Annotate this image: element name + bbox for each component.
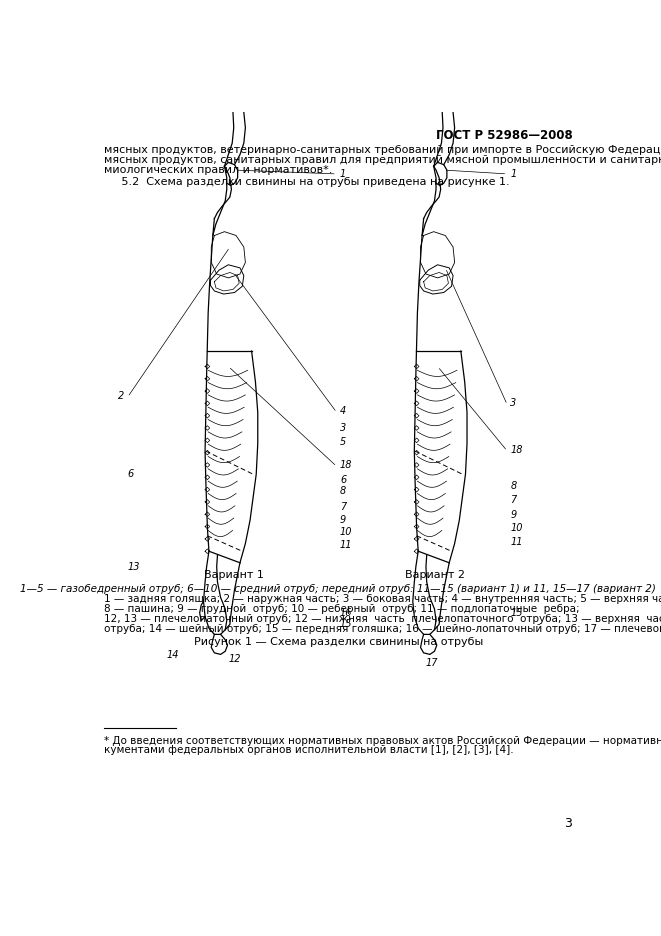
Text: 5: 5: [340, 437, 346, 446]
Text: 18: 18: [340, 460, 352, 470]
Text: 3: 3: [340, 423, 346, 433]
Text: 4: 4: [340, 406, 346, 417]
Text: 3: 3: [510, 399, 517, 408]
Text: 14: 14: [167, 651, 179, 660]
Text: 1—5 — газобедренный отруб; 6—10 — средний отруб; передний отруб: 11—15 (вариант : 1—5 — газобедренный отруб; 6—10 — средни…: [20, 583, 656, 593]
Text: 3: 3: [564, 817, 572, 830]
Text: 2: 2: [118, 390, 124, 401]
Text: 5.2  Схема разделки свинины на отрубы приведена на рисунке 1.: 5.2 Схема разделки свинины на отрубы при…: [104, 177, 510, 187]
Text: 1: 1: [340, 168, 346, 179]
Text: 9: 9: [340, 516, 346, 525]
Text: миологических правил и нормативов*.: миологических правил и нормативов*.: [104, 165, 332, 175]
Text: Рисунок 1 — Схема разделки свинины на отрубы: Рисунок 1 — Схема разделки свинины на от…: [194, 637, 483, 648]
Text: отруба; 14 — шейный отруб; 15 — передняя голяшка; 16 — шейно-лопаточный отруб; 1: отруба; 14 — шейный отруб; 15 — передняя…: [104, 623, 661, 634]
Text: мясных продуктов, ветеринарно-санитарных требований при импорте в Российскую Фед: мясных продуктов, ветеринарно-санитарных…: [104, 145, 661, 154]
Text: 10: 10: [510, 523, 523, 534]
Text: 1: 1: [510, 168, 517, 179]
Text: 9: 9: [510, 510, 517, 520]
Text: 13: 13: [128, 562, 140, 572]
Text: 12, 13 — плечелопаточный отруб; 12 — нижняя  часть  плечелопаточного  отруба; 13: 12, 13 — плечелопаточный отруб; 12 — ниж…: [104, 614, 661, 623]
Text: 17: 17: [426, 658, 438, 668]
Text: 6: 6: [128, 469, 134, 479]
Text: 8: 8: [510, 481, 517, 490]
Text: ГОСТ Р 52986—2008: ГОСТ Р 52986—2008: [436, 129, 572, 142]
Text: Вариант 1: Вариант 1: [204, 570, 264, 580]
Text: 10: 10: [340, 527, 352, 537]
Text: 15: 15: [510, 607, 523, 618]
Text: 1 — задняя голяшка; 2 — наружная часть; 3 — боковая часть; 4 — внутренняя часть;: 1 — задняя голяшка; 2 — наружная часть; …: [104, 593, 661, 604]
Text: 7: 7: [510, 494, 517, 505]
Text: 18: 18: [510, 445, 523, 455]
Text: 8 — пашина; 9 — грудной  отруб; 10 — реберный  отруб; 11 — подлопаточные  ребра;: 8 — пашина; 9 — грудной отруб; 10 — ребе…: [104, 604, 580, 614]
Text: 15: 15: [340, 620, 352, 629]
Text: кументами федеральных органов исполнительной власти [1], [2], [3], [4].: кументами федеральных органов исполнител…: [104, 745, 514, 755]
Text: 12: 12: [228, 654, 241, 664]
Text: 6: 6: [340, 475, 346, 486]
Text: 7: 7: [340, 503, 346, 512]
Text: 11: 11: [340, 540, 352, 550]
Text: * До введения соответствующих нормативных правовых актов Российской Федерации — : * До введения соответствующих нормативны…: [104, 736, 661, 746]
Text: мясных продуктов, санитарных правил для предприятий мясной промышленности и сани: мясных продуктов, санитарных правил для …: [104, 154, 661, 165]
Text: Вариант 2: Вариант 2: [405, 570, 465, 580]
Text: 16: 16: [340, 607, 352, 618]
Text: 11: 11: [510, 537, 523, 547]
Text: 8: 8: [340, 486, 346, 496]
